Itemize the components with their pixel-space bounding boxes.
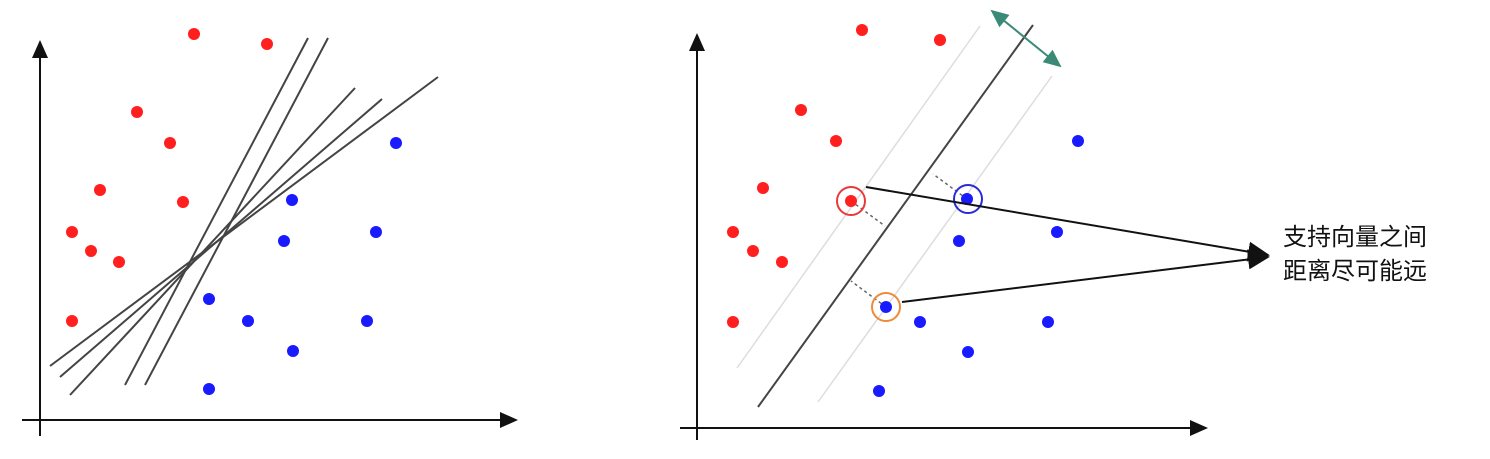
- candidate-line-1: [124, 37, 309, 386]
- distance-red-sv: [850, 200, 886, 227]
- data-point: [361, 315, 373, 327]
- data-point: [1072, 135, 1084, 147]
- data-point: [873, 385, 885, 397]
- data-point: [914, 316, 926, 328]
- data-point: [188, 28, 200, 40]
- support-vector-ring-red: [836, 186, 866, 216]
- data-point: [66, 315, 78, 327]
- support-vector-annotation: 支持向量之间 距离尽可能远: [1283, 220, 1483, 288]
- annotation-line-1: 支持向量之间: [1283, 223, 1427, 251]
- data-point: [242, 315, 254, 327]
- data-point: [934, 34, 946, 46]
- data-point: [961, 193, 973, 205]
- data-point: [962, 346, 974, 358]
- candidate-line-3: [69, 87, 356, 396]
- data-point: [390, 137, 402, 149]
- data-point: [845, 195, 857, 207]
- pointer-arrow-lower: [901, 249, 1270, 303]
- data-point: [727, 226, 739, 238]
- candidate-line-5: [49, 76, 439, 367]
- data-point: [131, 106, 143, 118]
- margin-boundary-lower: [817, 75, 1053, 403]
- data-point: [727, 316, 739, 328]
- data-point: [1051, 226, 1063, 238]
- distance-blue-sv: [932, 173, 968, 200]
- data-point: [1042, 316, 1054, 328]
- support-vector-ring-blue: [953, 184, 983, 214]
- left-panel: [22, 28, 518, 436]
- right-red-points: [727, 24, 946, 328]
- data-point: [66, 226, 78, 238]
- data-point: [880, 301, 892, 313]
- left-candidate-lines: [49, 37, 439, 396]
- data-point: [830, 135, 842, 147]
- data-point: [747, 245, 759, 257]
- data-point: [287, 345, 299, 357]
- data-point: [370, 226, 382, 238]
- data-point: [85, 245, 97, 257]
- right-blue-points: [873, 135, 1084, 397]
- data-point: [261, 38, 273, 50]
- data-point: [776, 256, 788, 268]
- left-red-points: [66, 28, 273, 327]
- data-point: [203, 383, 215, 395]
- data-point: [856, 24, 868, 36]
- data-point: [286, 194, 298, 206]
- support-vector-distances: [850, 173, 968, 308]
- data-point: [113, 256, 125, 268]
- candidate-line-2: [144, 37, 329, 386]
- margin-width-arrow: [990, 9, 1062, 68]
- annotation-line-2: 距离尽可能远: [1283, 257, 1427, 285]
- data-point: [94, 184, 106, 196]
- data-point: [757, 182, 769, 194]
- data-point: [177, 196, 189, 208]
- data-point: [953, 235, 965, 247]
- decision-boundary: [757, 24, 1034, 408]
- right-panel: [680, 9, 1270, 440]
- left-blue-points: [203, 137, 402, 395]
- data-point: [203, 293, 215, 305]
- margin-boundary-upper: [736, 25, 981, 369]
- data-point: [795, 104, 807, 116]
- distance-orange-sv: [850, 280, 887, 308]
- data-point: [164, 137, 176, 149]
- pointer-arrow-upper: [865, 186, 1270, 262]
- support-vector-ring-orange: [871, 292, 901, 322]
- data-point: [278, 235, 290, 247]
